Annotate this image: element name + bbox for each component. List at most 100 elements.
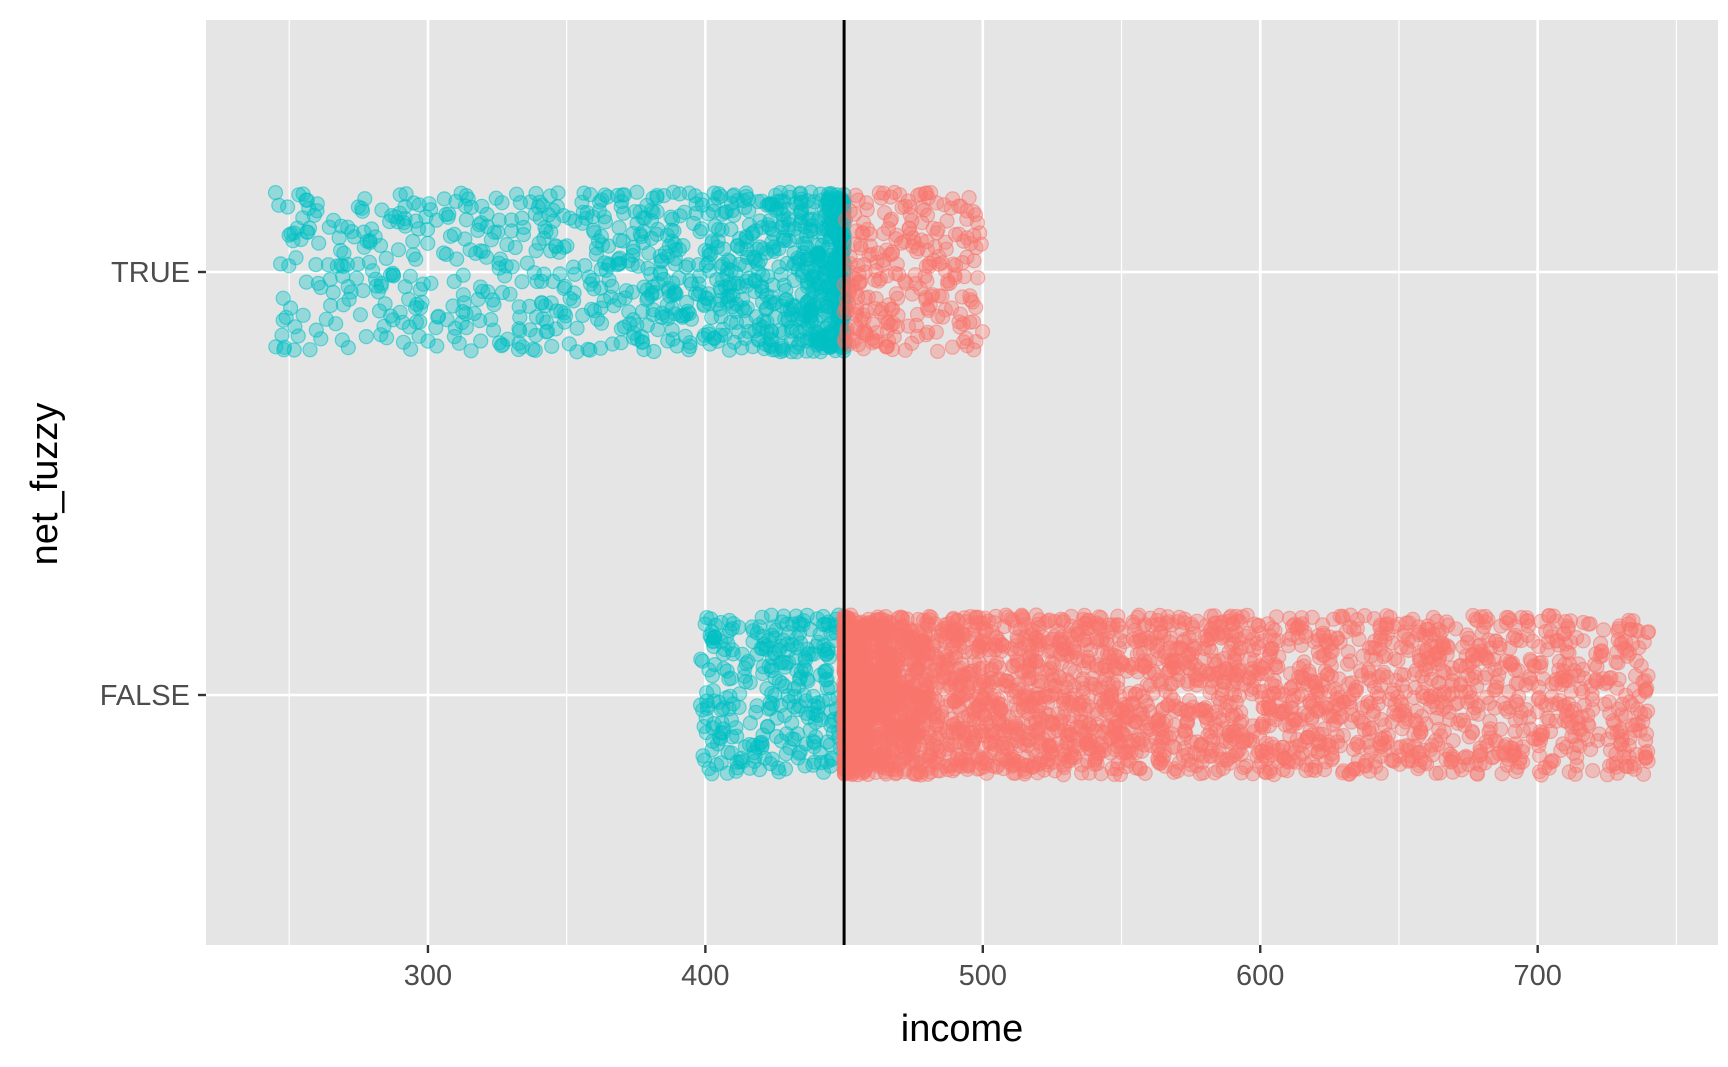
data-point bbox=[594, 237, 611, 253]
data-point bbox=[663, 222, 680, 238]
data-point bbox=[1076, 632, 1092, 649]
data-point bbox=[930, 674, 947, 691]
data-point bbox=[702, 336, 718, 352]
data-point bbox=[557, 278, 573, 294]
data-point bbox=[1633, 658, 1649, 674]
data-point bbox=[803, 302, 819, 318]
data-point bbox=[1299, 707, 1315, 723]
data-point bbox=[721, 342, 738, 358]
data-point bbox=[1152, 607, 1168, 624]
data-point bbox=[1017, 688, 1033, 704]
data-point bbox=[1498, 701, 1514, 717]
data-point bbox=[1043, 687, 1060, 703]
data-point bbox=[1541, 607, 1557, 624]
data-point bbox=[754, 283, 770, 299]
data-point bbox=[1371, 669, 1387, 685]
data-point bbox=[1065, 694, 1081, 710]
data-point bbox=[703, 246, 719, 262]
data-point bbox=[850, 337, 867, 353]
data-point bbox=[990, 691, 1006, 707]
data-point bbox=[1062, 714, 1078, 731]
data-point bbox=[704, 623, 720, 640]
data-point bbox=[1218, 661, 1234, 677]
data-point bbox=[1177, 723, 1193, 739]
data-point bbox=[1256, 763, 1273, 780]
data-point bbox=[1133, 631, 1149, 648]
data-point bbox=[1150, 753, 1167, 770]
data-point bbox=[1091, 681, 1108, 698]
data-point bbox=[268, 339, 284, 355]
data-point bbox=[1099, 718, 1115, 734]
data-point bbox=[1288, 739, 1304, 755]
data-point bbox=[682, 335, 698, 351]
data-point bbox=[611, 220, 627, 236]
data-point bbox=[1255, 748, 1272, 764]
data-point bbox=[455, 267, 471, 283]
data-point bbox=[705, 203, 721, 219]
data-point bbox=[726, 334, 742, 350]
data-point bbox=[335, 268, 351, 284]
data-point bbox=[884, 725, 900, 741]
data-point bbox=[1221, 724, 1237, 740]
data-point bbox=[818, 672, 834, 688]
data-point bbox=[1340, 644, 1356, 660]
data-point bbox=[1502, 654, 1518, 670]
data-point bbox=[1422, 741, 1439, 758]
data-point bbox=[617, 290, 633, 306]
data-point bbox=[856, 311, 872, 327]
data-point bbox=[276, 342, 292, 358]
data-point bbox=[1613, 636, 1629, 652]
data-point bbox=[458, 306, 474, 322]
data-point bbox=[943, 300, 960, 316]
data-point bbox=[1413, 723, 1429, 740]
data-point bbox=[759, 324, 775, 340]
data-point bbox=[795, 617, 811, 633]
data-point bbox=[908, 317, 925, 333]
data-point bbox=[1408, 703, 1424, 719]
data-point bbox=[810, 707, 826, 724]
data-point bbox=[378, 250, 394, 266]
data-point bbox=[725, 696, 741, 712]
data-point bbox=[350, 256, 366, 272]
data-point bbox=[1225, 616, 1241, 632]
data-point bbox=[629, 184, 645, 200]
data-point bbox=[896, 651, 913, 668]
data-point bbox=[706, 185, 722, 201]
data-point bbox=[405, 233, 421, 249]
data-point bbox=[309, 203, 325, 219]
data-point bbox=[898, 275, 914, 291]
data-point bbox=[726, 207, 742, 223]
data-point bbox=[1365, 703, 1382, 720]
data-point bbox=[371, 303, 388, 319]
data-point bbox=[704, 766, 720, 782]
data-point bbox=[521, 298, 538, 314]
data-point bbox=[930, 308, 946, 325]
data-point bbox=[451, 335, 467, 351]
data-point bbox=[1531, 747, 1548, 764]
data-point bbox=[1321, 683, 1338, 700]
data-point bbox=[719, 295, 735, 311]
data-point bbox=[508, 186, 525, 202]
data-point bbox=[807, 249, 823, 265]
data-point bbox=[455, 287, 471, 303]
data-point bbox=[552, 266, 568, 282]
data-point bbox=[846, 206, 863, 222]
data-point bbox=[809, 611, 826, 627]
data-point bbox=[534, 295, 550, 311]
data-point bbox=[1198, 618, 1214, 634]
data-point bbox=[856, 256, 872, 273]
data-point bbox=[943, 200, 959, 216]
data-point bbox=[1110, 673, 1126, 689]
data-point bbox=[1232, 662, 1248, 678]
data-point bbox=[839, 321, 855, 337]
data-point bbox=[1245, 718, 1261, 734]
data-point bbox=[875, 708, 892, 724]
data-point bbox=[738, 233, 755, 250]
data-point bbox=[964, 294, 981, 310]
data-point bbox=[1183, 616, 1199, 632]
data-point bbox=[1422, 688, 1438, 704]
data-point bbox=[1494, 766, 1510, 782]
data-point bbox=[710, 221, 727, 237]
data-point bbox=[499, 237, 515, 253]
data-point bbox=[1531, 764, 1548, 780]
